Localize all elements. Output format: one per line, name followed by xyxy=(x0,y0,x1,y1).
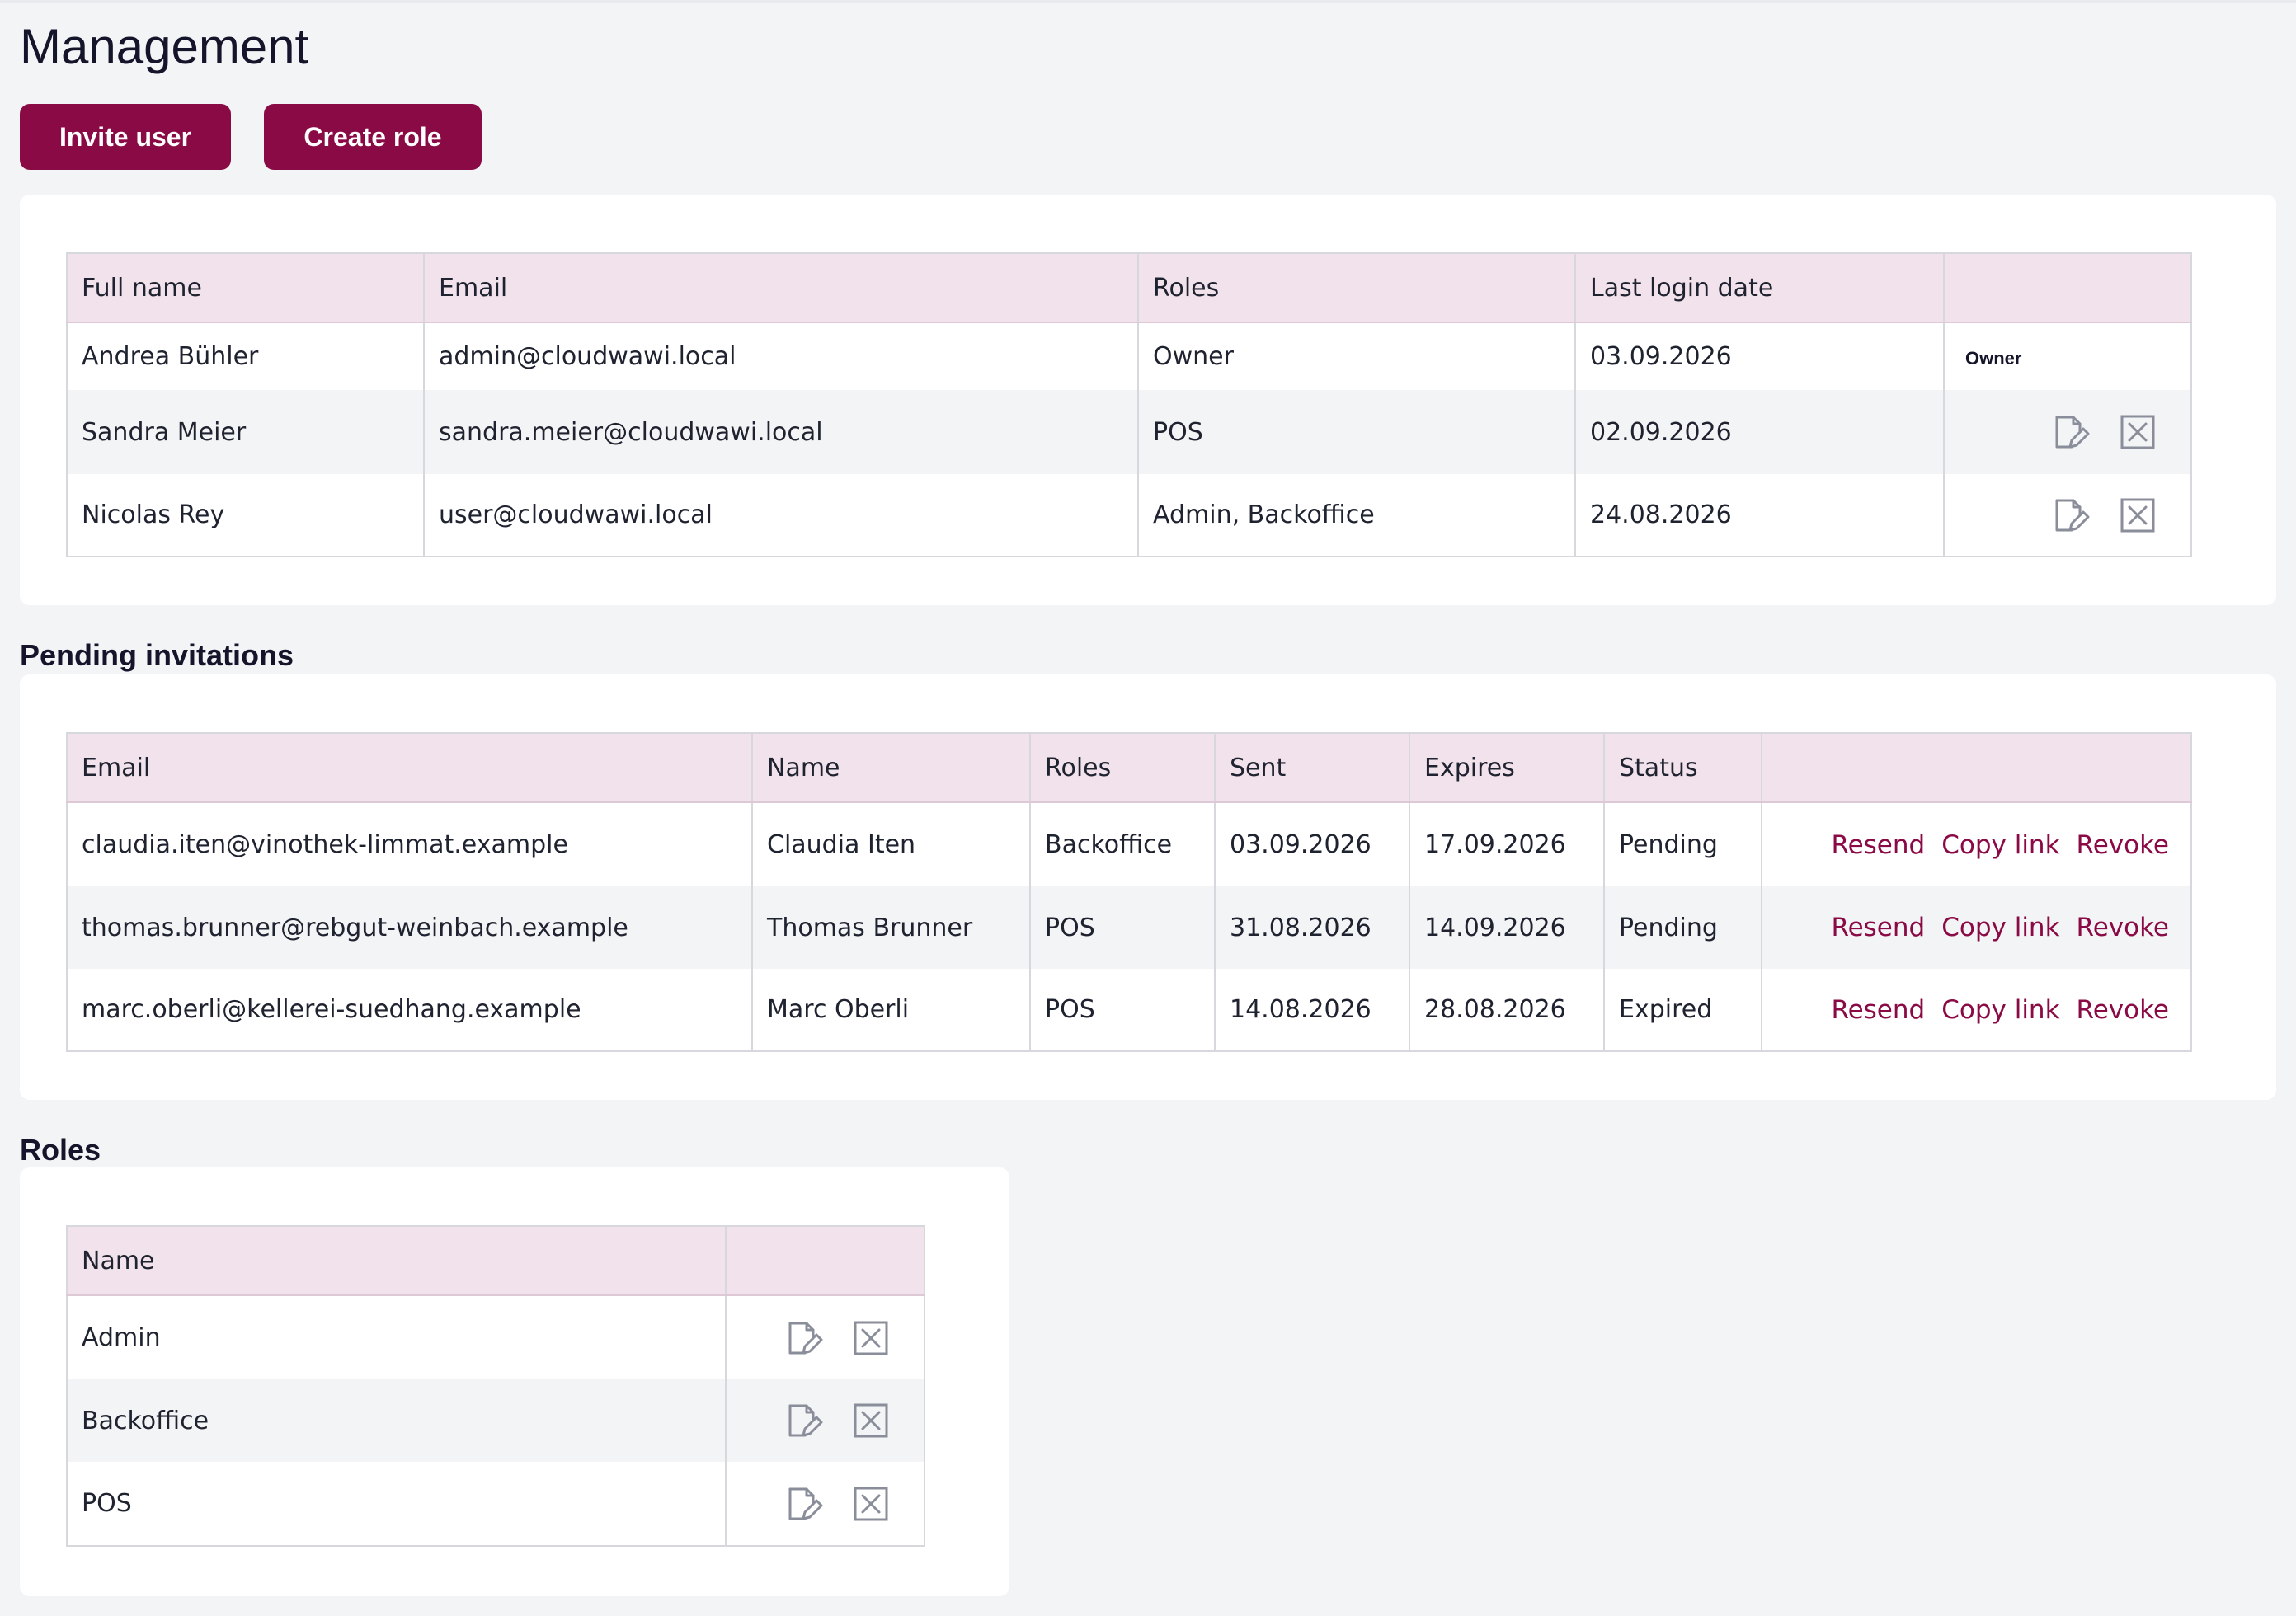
user-row: Sandra Meier sandra.meier@cloudwawi.loca… xyxy=(66,390,2192,474)
invite-actions: Resend Copy link Revoke xyxy=(1761,969,2192,1052)
top-border xyxy=(0,0,2296,3)
resend-link[interactable]: Resend xyxy=(1831,994,1926,1025)
invite-name: Claudia Iten xyxy=(751,802,1031,886)
col-name: Name xyxy=(751,732,1031,803)
user-roles: Owner xyxy=(1137,322,1576,390)
role-name: Admin xyxy=(66,1295,727,1379)
roles-table: Name Admin Backoffice POS xyxy=(66,1225,925,1547)
invite-email: thomas.brunner@rebgut-weinbach.example xyxy=(66,886,753,969)
delete-icon[interactable] xyxy=(853,1320,889,1356)
role-row: Backoffice xyxy=(66,1379,925,1462)
roles-header-row: Name xyxy=(66,1225,925,1296)
user-last-login: 03.09.2026 xyxy=(1574,322,1945,390)
copy-link[interactable]: Copy link xyxy=(1941,829,2060,860)
col-email: Email xyxy=(423,252,1139,323)
col-sent: Sent xyxy=(1214,732,1410,803)
user-last-login: 24.08.2026 xyxy=(1574,474,1945,557)
invite-email: marc.oberli@kellerei-suedhang.example xyxy=(66,969,753,1052)
col-email: Email xyxy=(66,732,753,803)
invitation-row: marc.oberli@kellerei-suedhang.example Ma… xyxy=(66,969,2192,1052)
copy-link[interactable]: Copy link xyxy=(1941,913,2060,942)
users-table: Full name Email Roles Last login date An… xyxy=(66,252,2192,557)
col-roles: Roles xyxy=(1137,252,1576,323)
user-actions xyxy=(1943,390,2192,474)
resend-link[interactable]: Resend xyxy=(1831,913,1926,942)
edit-icon[interactable] xyxy=(2054,414,2090,450)
owner-badge: Owner xyxy=(1965,348,2022,369)
edit-icon[interactable] xyxy=(2054,497,2090,533)
role-name: Backoffice xyxy=(66,1379,727,1462)
user-actions: Owner xyxy=(1943,322,2192,390)
invite-expires: 28.08.2026 xyxy=(1409,969,1605,1052)
col-status: Status xyxy=(1603,732,1762,803)
user-name: Sandra Meier xyxy=(66,390,425,474)
invite-sent: 31.08.2026 xyxy=(1214,886,1410,969)
invitation-row: claudia.iten@vinothek-limmat.example Cla… xyxy=(66,802,2192,886)
edit-icon[interactable] xyxy=(787,1486,823,1522)
user-actions xyxy=(1943,474,2192,557)
invite-roles: Backoffice xyxy=(1029,802,1216,886)
delete-icon[interactable] xyxy=(2120,497,2156,533)
role-actions xyxy=(725,1379,925,1462)
user-roles: Admin, Backoffice xyxy=(1137,474,1576,557)
role-actions xyxy=(725,1462,925,1547)
invite-email: claudia.iten@vinothek-limmat.example xyxy=(66,802,753,886)
col-last-login: Last login date xyxy=(1574,252,1945,323)
col-expires: Expires xyxy=(1409,732,1605,803)
user-name: Nicolas Rey xyxy=(66,474,425,557)
invite-roles: POS xyxy=(1029,969,1216,1052)
revoke-link[interactable]: Revoke xyxy=(2076,913,2169,942)
col-actions xyxy=(1761,732,2192,803)
user-email: sandra.meier@cloudwawi.local xyxy=(423,390,1139,474)
user-last-login: 02.09.2026 xyxy=(1574,390,1945,474)
col-actions xyxy=(1943,252,2192,323)
user-row: Andrea Bühler admin@cloudwawi.local Owne… xyxy=(66,322,2192,390)
revoke-link[interactable]: Revoke xyxy=(2076,829,2169,860)
user-row: Nicolas Rey user@cloudwawi.local Admin, … xyxy=(66,474,2192,557)
user-email: user@cloudwawi.local xyxy=(423,474,1139,557)
invite-expires: 17.09.2026 xyxy=(1409,802,1605,886)
edit-icon[interactable] xyxy=(787,1320,823,1356)
invitations-header-row: Email Name Roles Sent Expires Status xyxy=(66,732,2192,803)
invitations-title: Pending invitations xyxy=(20,638,294,672)
invite-status: Expired xyxy=(1603,969,1762,1052)
invitation-row: thomas.brunner@rebgut-weinbach.example T… xyxy=(66,886,2192,969)
invite-actions: Resend Copy link Revoke xyxy=(1761,802,2192,886)
delete-icon[interactable] xyxy=(853,1486,889,1522)
user-name: Andrea Bühler xyxy=(66,322,425,390)
invite-status: Pending xyxy=(1603,802,1762,886)
role-row: Admin xyxy=(66,1295,925,1379)
invite-name: Marc Oberli xyxy=(751,969,1031,1052)
role-name: POS xyxy=(66,1462,727,1547)
invite-user-button[interactable]: Invite user xyxy=(20,104,231,170)
col-full-name: Full name xyxy=(66,252,425,323)
resend-link[interactable]: Resend xyxy=(1831,829,1926,860)
invite-roles: POS xyxy=(1029,886,1216,969)
copy-link[interactable]: Copy link xyxy=(1941,994,2060,1025)
invite-sent: 14.08.2026 xyxy=(1214,969,1410,1052)
invitations-table: Email Name Roles Sent Expires Status cla… xyxy=(66,732,2192,1052)
invite-status: Pending xyxy=(1603,886,1762,969)
role-row: POS xyxy=(66,1462,925,1547)
delete-icon[interactable] xyxy=(2120,414,2156,450)
col-actions xyxy=(725,1225,925,1296)
col-roles: Roles xyxy=(1029,732,1216,803)
roles-title: Roles xyxy=(20,1133,101,1167)
edit-icon[interactable] xyxy=(787,1402,823,1439)
delete-icon[interactable] xyxy=(853,1402,889,1439)
col-role-name: Name xyxy=(66,1225,727,1296)
page-title: Management xyxy=(20,19,309,74)
invite-expires: 14.09.2026 xyxy=(1409,886,1605,969)
user-roles: POS xyxy=(1137,390,1576,474)
role-actions xyxy=(725,1295,925,1379)
user-email: admin@cloudwawi.local xyxy=(423,322,1139,390)
invite-sent: 03.09.2026 xyxy=(1214,802,1410,886)
invite-actions: Resend Copy link Revoke xyxy=(1761,886,2192,969)
invite-name: Thomas Brunner xyxy=(751,886,1031,969)
users-header-row: Full name Email Roles Last login date xyxy=(66,252,2192,323)
revoke-link[interactable]: Revoke xyxy=(2076,994,2169,1025)
create-role-button[interactable]: Create role xyxy=(264,104,482,170)
